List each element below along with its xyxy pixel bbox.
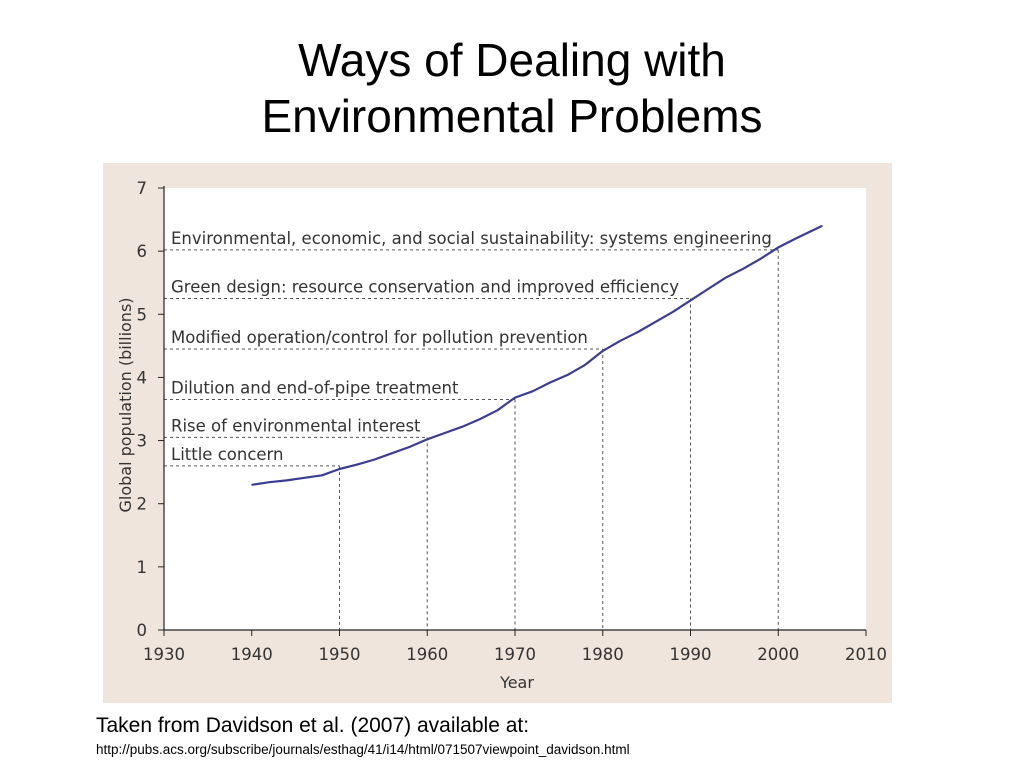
data-point bbox=[268, 481, 270, 483]
data-point bbox=[637, 331, 639, 333]
data-point bbox=[409, 446, 411, 448]
x-tick-label: 1990 bbox=[670, 645, 712, 664]
slide-title-line-1: Ways of Dealing with bbox=[298, 34, 726, 86]
data-point bbox=[584, 364, 586, 366]
x-tick-label: 1950 bbox=[319, 645, 361, 664]
data-point bbox=[444, 432, 446, 434]
annotation-label: Rise of environmental interest bbox=[171, 416, 421, 435]
data-point bbox=[549, 381, 551, 384]
axes: 1930 1940 1950 1960 1970 1980 1990 2000 2010 0 1 2 3… bbox=[137, 179, 888, 664]
data-point bbox=[689, 299, 692, 301]
y-tick-label: 4 bbox=[137, 368, 148, 387]
annotation-label: Little concern bbox=[171, 445, 284, 464]
population-chart: Little concern Rise of environmental inte… bbox=[103, 163, 892, 703]
data-point bbox=[374, 458, 376, 461]
y-tick-label: 2 bbox=[137, 495, 148, 514]
data-point bbox=[356, 463, 358, 466]
x-tick-label: 1930 bbox=[143, 645, 185, 664]
x-tick-label: 1940 bbox=[231, 645, 273, 664]
data-point bbox=[654, 321, 657, 323]
x-tick-label: 1970 bbox=[494, 645, 536, 664]
data-point bbox=[707, 288, 709, 290]
data-point bbox=[461, 426, 463, 428]
annotations: Little concern Rise of environmental inte… bbox=[171, 229, 772, 464]
data-point bbox=[777, 246, 779, 248]
data-point bbox=[760, 258, 762, 260]
x-tick-label: 2000 bbox=[757, 645, 799, 664]
data-point bbox=[251, 484, 253, 486]
x-tick-label: 1960 bbox=[406, 645, 448, 664]
data-point bbox=[496, 409, 499, 411]
data-point bbox=[514, 397, 516, 399]
data-point bbox=[602, 350, 604, 352]
data-point bbox=[742, 268, 744, 270]
slide-title: Ways of Dealing with Environmental Probl… bbox=[0, 32, 1024, 144]
y-tick-label: 5 bbox=[137, 305, 148, 324]
guide-lines bbox=[164, 249, 779, 630]
data-point bbox=[619, 340, 621, 342]
chart-svg: Little concern Rise of environmental inte… bbox=[103, 163, 892, 703]
y-tick-label: 7 bbox=[137, 179, 148, 198]
y-tick-label: 6 bbox=[137, 242, 148, 261]
data-point bbox=[821, 225, 823, 227]
x-axis-title: Year bbox=[499, 673, 534, 692]
data-point bbox=[426, 438, 428, 440]
data-point bbox=[795, 237, 797, 240]
y-tick-label: 3 bbox=[137, 432, 148, 451]
data-point bbox=[391, 452, 393, 454]
x-tick-label: 1980 bbox=[582, 645, 624, 664]
caption: Taken from Davidson et al. (2007) availa… bbox=[96, 714, 530, 737]
data-point bbox=[567, 374, 569, 376]
annotation-label: Dilution and end-of-pipe treatment bbox=[171, 379, 459, 398]
data-point bbox=[531, 390, 534, 392]
data-point bbox=[321, 474, 323, 476]
data-point bbox=[725, 277, 727, 279]
x-tick-label: 2010 bbox=[845, 645, 887, 664]
data-point bbox=[338, 468, 341, 470]
source-url[interactable]: http://pubs.acs.org/subscribe/journals/e… bbox=[96, 742, 630, 757]
data-point bbox=[479, 418, 481, 420]
annotation-label: Modified operation/control for pollution… bbox=[171, 328, 588, 347]
annotation-label: Environmental, economic, and social sust… bbox=[171, 229, 772, 248]
y-axis-title: Global population (billions) bbox=[116, 297, 135, 512]
series-layer bbox=[251, 224, 823, 486]
data-point bbox=[286, 479, 288, 481]
y-tick-label: 0 bbox=[137, 621, 148, 640]
y-tick-label: 1 bbox=[137, 558, 148, 577]
data-point bbox=[672, 311, 674, 313]
annotation-label: Green design: resource conservation and … bbox=[171, 278, 679, 297]
slide-title-line-2: Environmental Problems bbox=[261, 90, 763, 142]
data-point bbox=[303, 477, 305, 479]
